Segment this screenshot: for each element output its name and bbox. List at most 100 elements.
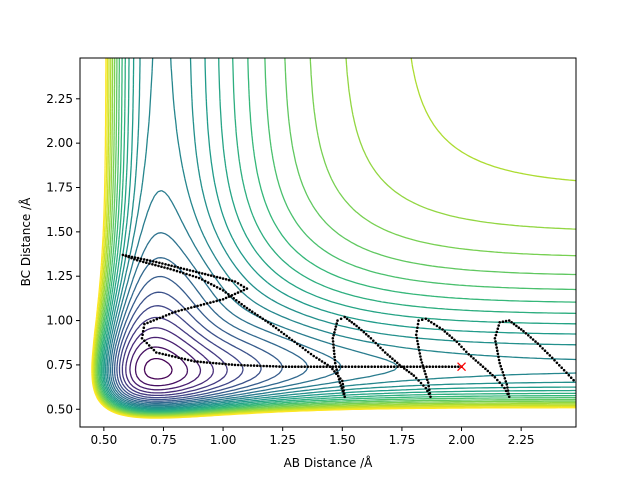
trajectory-point xyxy=(424,386,428,390)
trajectory-point xyxy=(396,365,399,369)
start-marker xyxy=(457,362,466,372)
contour-level-line xyxy=(116,291,262,401)
trajectory-point xyxy=(278,365,281,368)
trajectory-point xyxy=(151,263,154,266)
trajectory-point xyxy=(355,324,358,328)
trajectory-point xyxy=(221,362,224,366)
trajectory-point xyxy=(497,358,501,362)
trajectory-point xyxy=(158,261,161,265)
contour-lines xyxy=(91,58,576,419)
contour-level-line xyxy=(106,58,576,408)
contour-level-line xyxy=(91,58,576,419)
trajectory-point xyxy=(215,299,218,303)
trajectory-point xyxy=(500,367,504,371)
trajectory-point xyxy=(197,276,201,280)
trajectory-point xyxy=(467,353,471,356)
trajectory-point xyxy=(275,365,278,368)
trajectory-point xyxy=(221,289,225,292)
trajectory-point xyxy=(555,361,559,365)
trajectory-point xyxy=(303,365,307,369)
trajectory-point xyxy=(145,261,148,265)
trajectory-point xyxy=(498,361,502,365)
trajectory-point xyxy=(462,348,466,351)
trajectory-point xyxy=(233,292,237,296)
trajectory-point xyxy=(510,321,513,324)
trajectory-point xyxy=(190,306,193,309)
trajectory-point xyxy=(427,384,431,388)
trajectory-point xyxy=(206,281,210,284)
trajectory-point xyxy=(336,371,339,375)
trajectory-point xyxy=(501,320,505,324)
trajectory-point xyxy=(272,324,275,328)
trajectory-point xyxy=(304,348,307,352)
trajectory-point xyxy=(345,317,349,321)
trajectory-point xyxy=(243,364,246,367)
trajectory-point xyxy=(342,392,346,396)
trajectory-point xyxy=(484,367,487,371)
contour-level-line xyxy=(103,58,576,410)
trajectory-point xyxy=(218,287,222,291)
trajectory-point xyxy=(386,365,390,369)
trajectory-point xyxy=(333,361,337,365)
trajectory-point xyxy=(336,319,339,322)
trajectory-point xyxy=(164,353,168,357)
trajectory-point xyxy=(507,395,511,399)
trajectory-point xyxy=(538,344,542,348)
trajectory-point xyxy=(386,353,389,356)
trajectory-point xyxy=(224,362,227,366)
trajectory-point xyxy=(417,319,420,322)
trajectory-point xyxy=(143,322,146,326)
trajectory-point xyxy=(506,389,510,392)
trajectory-point xyxy=(161,262,164,265)
trajectory-point xyxy=(488,371,492,375)
trajectory-point xyxy=(209,301,212,304)
trajectory-point xyxy=(232,297,235,300)
trajectory-point xyxy=(300,365,303,369)
trajectory-point xyxy=(569,376,573,380)
trajectory-point xyxy=(498,321,502,324)
trajectory-point xyxy=(502,374,506,377)
y-tick-label: 0.50 xyxy=(46,402,73,416)
trajectory-point xyxy=(504,319,508,323)
trajectory-point xyxy=(517,326,521,330)
contour-level-line xyxy=(95,58,576,416)
trajectory-point xyxy=(203,272,207,276)
trajectory-point xyxy=(350,321,354,324)
trajectory-point xyxy=(259,364,262,368)
trajectory-point xyxy=(142,258,146,261)
trajectory-point xyxy=(199,303,203,307)
trajectory-point xyxy=(155,260,158,264)
trajectory-point xyxy=(506,386,509,389)
trajectory-point xyxy=(224,296,228,300)
trajectory-point xyxy=(152,348,156,352)
trajectory-point xyxy=(374,341,378,345)
trajectory-point xyxy=(281,365,285,369)
trajectory-point xyxy=(319,365,322,369)
trajectory-point xyxy=(548,354,552,357)
trajectory-point xyxy=(344,365,347,369)
trajectory-point xyxy=(212,300,215,304)
trajectory-point xyxy=(428,388,431,392)
trajectory-point xyxy=(524,332,528,335)
trajectory-point xyxy=(496,378,499,382)
trajectory-point xyxy=(290,338,294,342)
trajectory-point xyxy=(357,365,360,369)
trajectory-point xyxy=(522,329,525,333)
trajectory-point xyxy=(293,340,296,344)
trajectory-point xyxy=(200,278,204,281)
trajectory-point xyxy=(426,381,430,384)
trajectory-point xyxy=(249,364,253,367)
trajectory-point xyxy=(431,365,435,369)
trajectory-point xyxy=(334,365,338,368)
trajectory-point xyxy=(190,359,193,362)
y-tick-label: 1.50 xyxy=(46,225,73,239)
trajectory-point xyxy=(373,365,377,369)
trajectory-point xyxy=(572,378,575,382)
trajectory-point xyxy=(209,274,213,277)
x-tick-label: 1.75 xyxy=(389,433,416,447)
trajectory-point xyxy=(333,358,337,362)
trajectory-point xyxy=(253,312,257,315)
trajectory-point xyxy=(209,282,213,286)
trajectory-point xyxy=(248,308,251,312)
